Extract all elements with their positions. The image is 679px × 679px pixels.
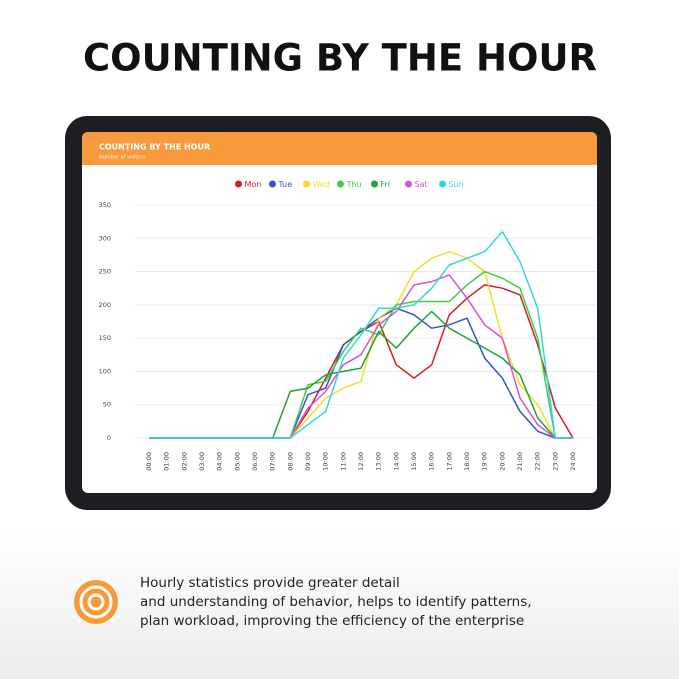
x-tick-label: 13:00 [375,452,383,471]
x-tick-label: 15:00 [410,452,418,471]
x-tick-label: 04:00 [216,452,224,471]
chart-header [82,132,597,165]
legend-marker [337,180,344,188]
legend-label: Sun [449,180,464,189]
legend-marker [303,180,310,188]
y-tick-label: 250 [99,268,111,276]
series-line [149,230,573,439]
legend-label: Tue [278,180,293,189]
legend-label: Mon [245,180,262,189]
x-tick-label: 14:00 [392,452,400,471]
x-tick-label: 11:00 [339,452,347,471]
x-tick-label: 16:00 [428,452,436,471]
y-tick-label: 50 [103,401,111,409]
chart-title: COUNTING BY THE HOUR [99,143,210,152]
x-tick-label: 17:00 [445,452,453,471]
headline: COUNTING BY THE HOUR [83,37,597,80]
x-tick-label: 23:00 [551,452,559,471]
x-tick-label: 00:00 [145,452,153,471]
x-tick-label: 08:00 [286,452,294,471]
description-line: plan workload, improving the efficiency … [140,613,524,629]
x-tick-label: 07:00 [269,452,277,471]
x-tick-label: 09:00 [304,452,312,471]
legend-marker [371,180,378,188]
tablet-screen [82,132,597,493]
y-tick-label: 300 [99,234,111,242]
legend-label: Thu [346,180,362,189]
x-tick-label: 20:00 [498,452,506,471]
y-tick-label: 200 [99,301,111,309]
x-tick-label: 02:00 [180,452,188,471]
x-tick-label: 22:00 [534,452,542,471]
description-line: and understanding of behavior, helps to … [140,594,532,610]
legend-label: Fri [381,180,391,189]
x-tick-label: 19:00 [481,452,489,471]
x-tick-label: 01:00 [163,452,171,471]
x-tick-label: 12:00 [357,452,365,471]
legend-label: Wed [313,180,330,189]
icon-ring [79,585,113,619]
x-tick-label: 06:00 [251,452,259,471]
legend-label: Sat [415,180,428,189]
x-tick-label: 10:00 [322,452,330,471]
description-line: Hourly statistics provide greater detail [140,575,400,591]
x-tick-label: 24:00 [569,452,577,471]
y-tick-label: 150 [99,334,111,342]
x-tick-label: 18:00 [463,452,471,471]
y-tick-label: 0 [107,434,111,442]
x-tick-label: 05:00 [233,452,241,471]
y-tick-label: 100 [99,367,111,375]
legend-marker [235,180,242,188]
x-tick-label: 21:00 [516,452,524,471]
plot: 0 50 100 150 200 250 300 350 00:00 01:00 02:00 03:0… [99,180,596,471]
icon-ring [87,593,105,611]
legend-marker [439,180,446,188]
legend-marker [405,180,412,188]
chart-subtitle: Number of visitors [99,155,146,161]
y-tick-label: 350 [99,201,111,209]
legend-marker [269,180,276,188]
x-tick-label: 03:00 [198,452,206,471]
